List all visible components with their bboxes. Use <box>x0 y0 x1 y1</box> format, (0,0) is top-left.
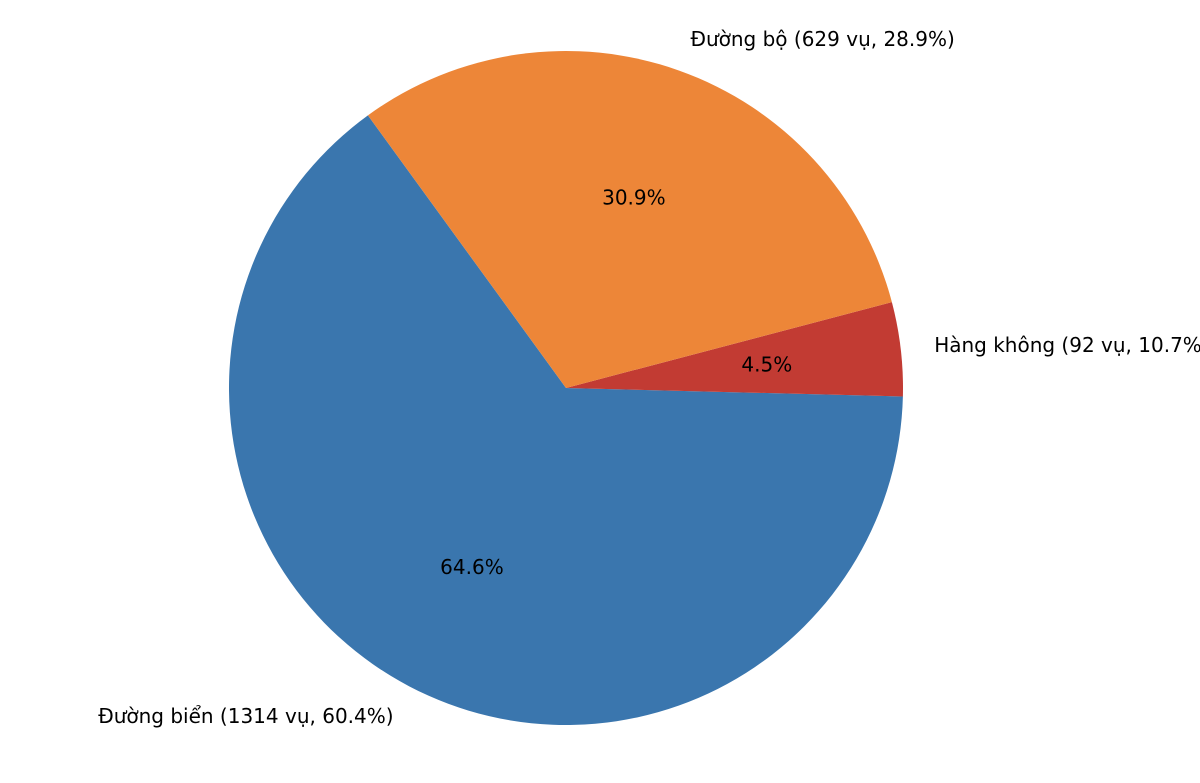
labels-layer: 64.6% Đường biển (1314 vụ, 60.4%) 4.5% Hàng… <box>98 27 1200 728</box>
slice-label-road: Đường bộ (629 vụ, 28.9%) <box>690 27 954 51</box>
slice-label-sea: Đường biển (1314 vụ, 60.4%) <box>98 704 393 728</box>
pct-label-air: 4.5% <box>741 353 792 377</box>
pct-label-road: 30.9% <box>602 186 666 210</box>
slices-layer <box>228 51 903 726</box>
pie-slice-air <box>566 302 903 397</box>
pie-slice-road <box>367 51 892 389</box>
pct-label-sea: 64.6% <box>440 555 504 579</box>
pie-slice-sea <box>228 115 903 726</box>
slice-label-air: Hàng không (92 vụ, 10.7%) <box>934 333 1200 357</box>
